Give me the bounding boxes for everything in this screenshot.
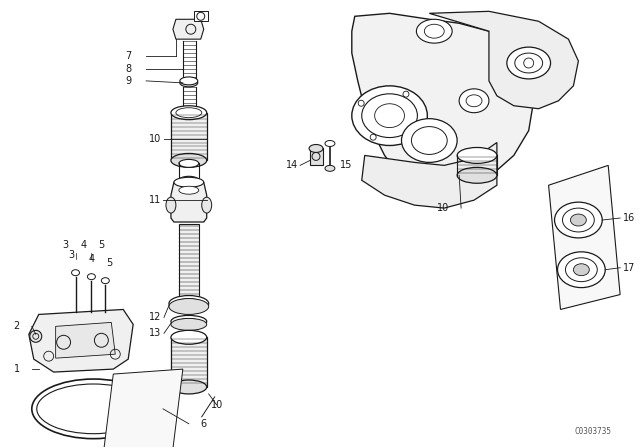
Ellipse shape bbox=[412, 127, 447, 155]
Polygon shape bbox=[548, 165, 620, 310]
Text: 6: 6 bbox=[201, 419, 207, 429]
Polygon shape bbox=[173, 19, 204, 39]
Ellipse shape bbox=[179, 159, 199, 168]
Circle shape bbox=[30, 330, 42, 342]
Text: 7: 7 bbox=[125, 51, 131, 61]
Ellipse shape bbox=[352, 86, 428, 146]
Ellipse shape bbox=[169, 296, 209, 311]
Text: 1: 1 bbox=[13, 364, 20, 374]
Text: 11: 11 bbox=[149, 195, 161, 205]
Text: 10: 10 bbox=[211, 400, 223, 410]
Ellipse shape bbox=[457, 168, 497, 183]
Ellipse shape bbox=[515, 53, 543, 73]
Ellipse shape bbox=[309, 145, 323, 152]
Ellipse shape bbox=[179, 186, 199, 194]
Text: 9: 9 bbox=[125, 76, 131, 86]
Polygon shape bbox=[171, 113, 207, 160]
Ellipse shape bbox=[424, 24, 444, 38]
Polygon shape bbox=[352, 13, 534, 192]
Polygon shape bbox=[429, 11, 579, 109]
Text: 15: 15 bbox=[340, 160, 352, 170]
Ellipse shape bbox=[171, 319, 207, 330]
Ellipse shape bbox=[171, 380, 207, 394]
Ellipse shape bbox=[179, 177, 199, 184]
Ellipse shape bbox=[459, 89, 489, 113]
Polygon shape bbox=[362, 142, 497, 208]
Ellipse shape bbox=[101, 278, 109, 284]
Polygon shape bbox=[310, 148, 323, 165]
Ellipse shape bbox=[179, 319, 199, 324]
Polygon shape bbox=[56, 323, 115, 358]
Ellipse shape bbox=[176, 108, 202, 118]
Text: 4: 4 bbox=[88, 254, 95, 264]
Ellipse shape bbox=[202, 197, 212, 213]
Ellipse shape bbox=[401, 119, 457, 162]
Text: 5: 5 bbox=[106, 258, 113, 268]
Ellipse shape bbox=[466, 95, 482, 107]
Ellipse shape bbox=[171, 154, 207, 168]
Ellipse shape bbox=[554, 202, 602, 238]
Ellipse shape bbox=[171, 315, 207, 327]
Text: 13: 13 bbox=[149, 328, 161, 338]
Ellipse shape bbox=[573, 264, 589, 276]
Ellipse shape bbox=[374, 104, 404, 128]
Ellipse shape bbox=[72, 270, 79, 276]
Ellipse shape bbox=[169, 298, 209, 314]
Ellipse shape bbox=[417, 19, 452, 43]
Ellipse shape bbox=[32, 379, 155, 439]
Ellipse shape bbox=[557, 252, 605, 288]
Ellipse shape bbox=[171, 330, 207, 344]
Ellipse shape bbox=[166, 197, 176, 213]
Ellipse shape bbox=[570, 214, 586, 226]
Ellipse shape bbox=[180, 77, 198, 85]
Ellipse shape bbox=[325, 141, 335, 146]
Text: 10: 10 bbox=[437, 203, 449, 213]
Polygon shape bbox=[194, 11, 208, 21]
Ellipse shape bbox=[180, 79, 198, 87]
Ellipse shape bbox=[36, 384, 150, 434]
Polygon shape bbox=[103, 369, 183, 448]
Ellipse shape bbox=[88, 274, 95, 280]
Polygon shape bbox=[29, 310, 133, 372]
Text: C0303735: C0303735 bbox=[575, 427, 612, 436]
Polygon shape bbox=[179, 224, 199, 300]
Ellipse shape bbox=[563, 208, 595, 232]
Polygon shape bbox=[171, 182, 207, 222]
Text: 10: 10 bbox=[149, 134, 161, 143]
Text: 2: 2 bbox=[13, 321, 20, 332]
Text: 16: 16 bbox=[623, 213, 636, 223]
Ellipse shape bbox=[174, 177, 204, 187]
Ellipse shape bbox=[325, 165, 335, 171]
Ellipse shape bbox=[507, 47, 550, 79]
Text: 8: 8 bbox=[125, 64, 131, 74]
Ellipse shape bbox=[362, 94, 417, 138]
Text: 14: 14 bbox=[286, 160, 298, 170]
Polygon shape bbox=[171, 337, 207, 387]
Text: 17: 17 bbox=[623, 263, 636, 273]
Ellipse shape bbox=[457, 147, 497, 164]
Ellipse shape bbox=[176, 298, 202, 309]
Text: 3: 3 bbox=[68, 250, 75, 260]
Ellipse shape bbox=[566, 258, 597, 282]
Text: 4: 4 bbox=[81, 240, 86, 250]
Text: 5: 5 bbox=[98, 240, 104, 250]
Text: 12: 12 bbox=[149, 312, 161, 323]
Ellipse shape bbox=[171, 106, 207, 120]
Text: 3: 3 bbox=[63, 240, 68, 250]
